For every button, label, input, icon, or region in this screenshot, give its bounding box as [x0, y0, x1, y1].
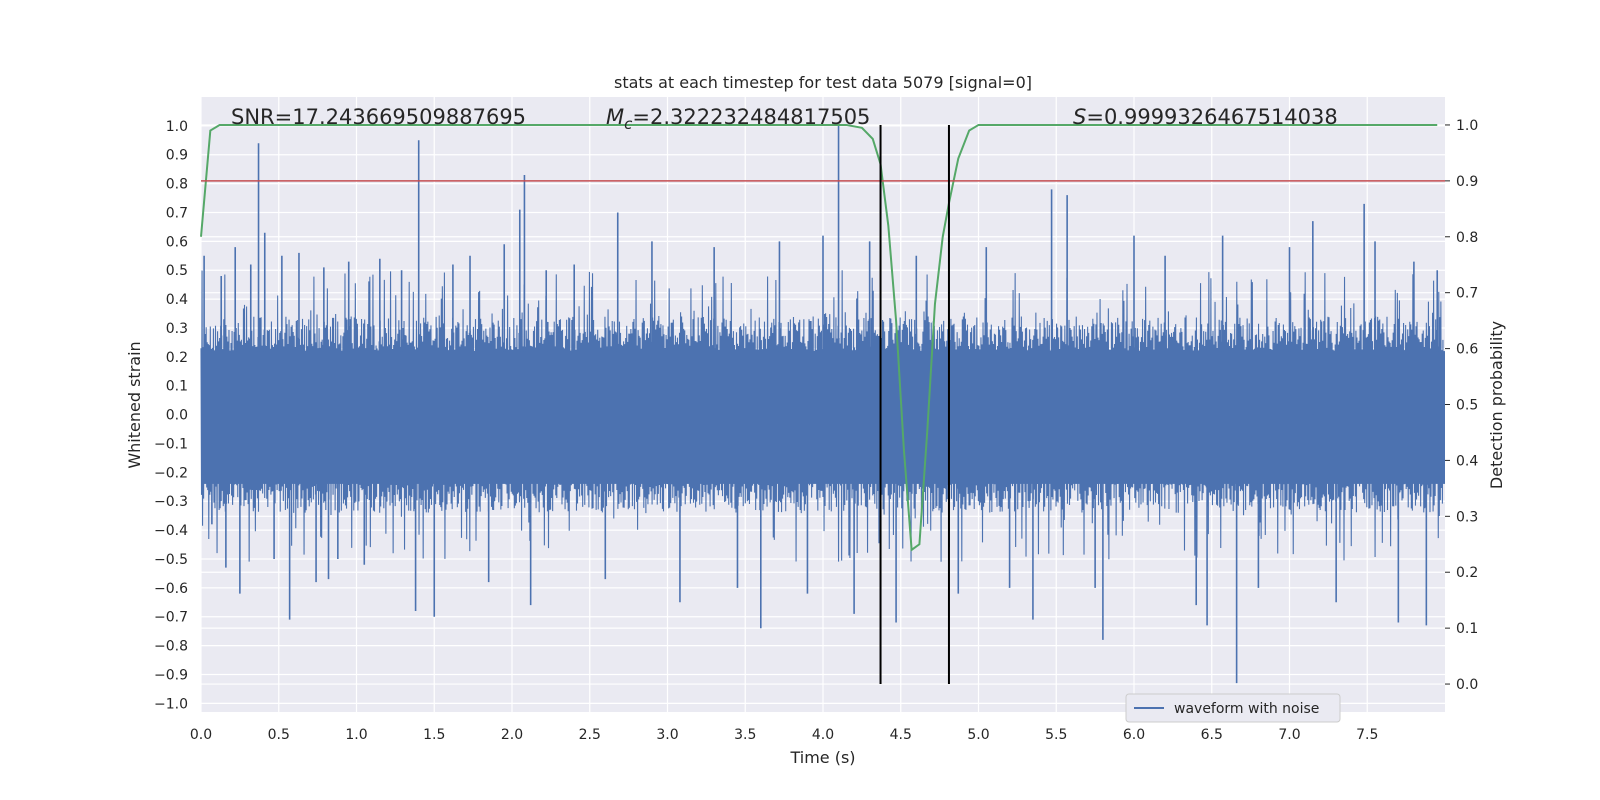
waveform-series — [200, 125, 1445, 684]
x-tick-label: 0.0 — [190, 727, 212, 743]
x-tick-label: 5.0 — [967, 727, 989, 743]
x-tick-label: 5.5 — [1045, 727, 1067, 743]
y-tick-label: −0.8 — [154, 639, 188, 655]
legend-entry: waveform with noise — [1174, 701, 1319, 717]
y-right-tick-label: 0.7 — [1456, 286, 1478, 302]
probability-line — [200, 123, 1438, 552]
y-right-tick-label: 0.6 — [1456, 342, 1478, 358]
chart-title: stats at each timestep for test data 507… — [614, 73, 1032, 92]
x-tick-label: 0.5 — [268, 727, 290, 743]
x-tick-label: 3.5 — [734, 727, 756, 743]
vertical-lines — [879, 124, 950, 685]
y-right-tick-labels: 1.0 0.9 0.8 0.7 0.6 0.5 0.4 0.3 0.2 0.1 0.0 — [1445, 118, 1478, 693]
y-tick-label: 0.3 — [166, 321, 188, 337]
x-tick-label: 7.5 — [1356, 727, 1378, 743]
s-value: =0.9999326467514038 — [1086, 105, 1337, 129]
x-tick-label: 4.0 — [812, 727, 834, 743]
legend: waveform with noise — [1125, 693, 1341, 723]
y-axis-label: Whitened strain — [125, 341, 144, 468]
x-tick-label: 4.5 — [890, 727, 912, 743]
y-tick-label: −0.4 — [154, 523, 188, 539]
y-right-tick-label: 0.1 — [1456, 621, 1478, 637]
y-right-tick-label: 0.8 — [1456, 230, 1478, 246]
x-tick-label: 6.0 — [1123, 727, 1145, 743]
y-right-tick-label: 0.0 — [1456, 677, 1478, 693]
x-tick-labels: 0.0 0.5 1.0 1.5 2.0 2.5 3.0 3.5 4.0 4.5 5.0 5.5 6.0 6… — [190, 727, 1379, 743]
s-annotation: S=0.9999326467514038 — [1073, 105, 1338, 129]
y-tick-label: 0.0 — [166, 408, 188, 424]
y-tick-label: 0.6 — [166, 234, 188, 250]
y-right-tick-label: 0.4 — [1456, 453, 1478, 469]
mc-symbol: M — [606, 105, 624, 129]
x-tick-label: 2.0 — [501, 727, 523, 743]
y-tick-label: −0.7 — [154, 610, 188, 626]
legend-box — [1125, 693, 1341, 723]
y-tick-label: 0.5 — [166, 263, 188, 279]
y-right-tick-label: 0.9 — [1456, 174, 1478, 190]
y-tick-label: −0.3 — [154, 494, 188, 510]
y-tick-label: 0.2 — [166, 350, 188, 366]
y-tick-label: 1.0 — [166, 119, 188, 135]
y-right-tick-label: 0.2 — [1456, 565, 1478, 581]
snr-annotation: SNR=17.243669509887695 — [231, 105, 526, 129]
y-tick-label: 0.7 — [166, 205, 188, 221]
y-right-tick-label: 0.3 — [1456, 509, 1478, 525]
x-tick-label: 1.5 — [423, 727, 445, 743]
x-tick-label: 7.0 — [1278, 727, 1300, 743]
x-axis-label: Time (s) — [789, 748, 855, 767]
y-tick-label: −0.9 — [154, 667, 188, 683]
y-tick-label: −0.6 — [154, 581, 188, 597]
mc-subscript: c — [624, 115, 633, 133]
y-tick-label: 0.9 — [166, 148, 188, 164]
y-tick-label: 0.1 — [166, 379, 188, 395]
y-right-tick-label: 1.0 — [1456, 118, 1478, 134]
mc-value: =2.322232484817505 — [632, 105, 870, 129]
x-tick-label: 6.5 — [1201, 727, 1223, 743]
y-tick-label: −0.1 — [154, 436, 188, 452]
y-right-axis-label: Detection probability — [1487, 321, 1506, 489]
y-tick-labels: 1.0 0.9 0.8 0.7 0.6 0.5 0.4 0.3 0.2 0.1 0.0 −0.1 −0.… — [154, 119, 188, 712]
y-tick-label: 0.4 — [166, 292, 188, 308]
y-tick-label: −0.5 — [154, 552, 188, 568]
x-tick-label: 1.0 — [345, 727, 367, 743]
mc-annotation: Mc=2.322232484817505 — [606, 105, 870, 133]
s-symbol: S — [1073, 105, 1086, 129]
probability-series — [200, 123, 1438, 552]
x-tick-label: 3.0 — [656, 727, 678, 743]
y-right-tick-label: 0.5 — [1456, 398, 1478, 414]
y-tick-label: −0.2 — [154, 465, 188, 481]
y-tick-label: 0.8 — [166, 177, 188, 193]
y-tick-label: −1.0 — [154, 696, 188, 712]
x-tick-label: 2.5 — [579, 727, 601, 743]
